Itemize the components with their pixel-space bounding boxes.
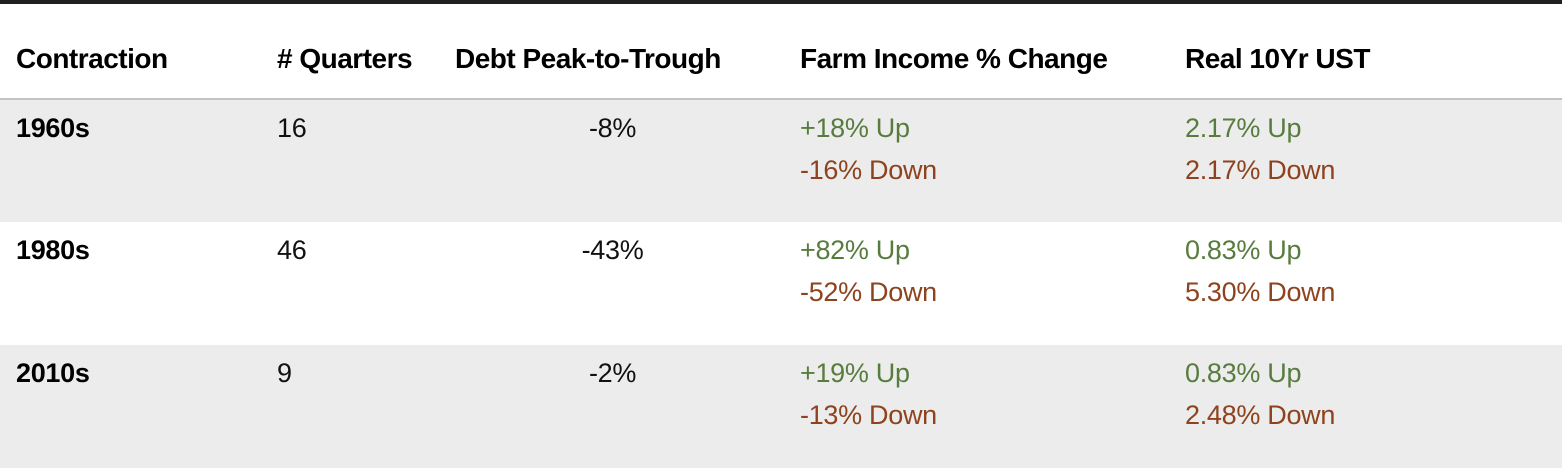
- farm-income-up-value: +19% Up: [800, 358, 910, 388]
- cell-real-10yr-ust: 2.17% Up 2.17% Down: [1185, 99, 1562, 222]
- cell-real-10yr-ust: 0.83% Up 2.48% Down: [1185, 345, 1562, 468]
- column-header-quarters: # Quarters: [277, 2, 455, 100]
- table-row-2010s: 2010s 9 -2% +19% Up -13% Down 0.83% Up 2…: [0, 345, 1562, 468]
- table-header: Contraction # Quarters Debt Peak-to-Trou…: [0, 2, 1562, 100]
- table-row-1980s: 1980s 46 -43% +82% Up -52% Down 0.83% Up…: [0, 222, 1562, 345]
- ust-down-value: 2.17% Down: [1185, 155, 1336, 185]
- cell-farm-income-change: +18% Up -16% Down: [800, 99, 1185, 222]
- header-row: Contraction # Quarters Debt Peak-to-Trou…: [0, 2, 1562, 100]
- cell-contraction: 2010s: [16, 358, 90, 388]
- column-header-farm-income-change: Farm Income % Change: [800, 2, 1185, 100]
- cell-quarters: 9: [277, 358, 292, 388]
- cell-real-10yr-ust: 0.83% Up 5.30% Down: [1185, 222, 1562, 345]
- cell-contraction: 1980s: [16, 235, 90, 265]
- ust-down-value: 5.30% Down: [1185, 277, 1336, 307]
- farm-income-up-value: +82% Up: [800, 235, 910, 265]
- ust-up-value: 0.83% Up: [1185, 358, 1302, 388]
- ust-down-value: 2.48% Down: [1185, 400, 1336, 430]
- farm-income-down-value: -52% Down: [800, 277, 937, 307]
- column-header-real-10yr-ust: Real 10Yr UST: [1185, 2, 1562, 100]
- farm-income-up-value: +18% Up: [800, 113, 910, 143]
- column-header-debt-peak-to-trough: Debt Peak-to-Trough: [455, 2, 800, 100]
- cell-farm-income-change: +82% Up -52% Down: [800, 222, 1185, 345]
- cell-debt-peak-to-trough: -8%: [588, 113, 637, 143]
- cell-debt-peak-to-trough: -2%: [588, 358, 637, 388]
- ust-up-value: 0.83% Up: [1185, 235, 1302, 265]
- cell-farm-income-change: +19% Up -13% Down: [800, 345, 1185, 468]
- cell-quarters: 46: [277, 235, 307, 265]
- cell-contraction: 1960s: [16, 113, 90, 143]
- cell-quarters: 16: [277, 113, 307, 143]
- farm-income-down-value: -16% Down: [800, 155, 937, 185]
- table-body: 1960s 16 -8% +18% Up -16% Down 2.17% Up …: [0, 99, 1562, 468]
- table-row-1960s: 1960s 16 -8% +18% Up -16% Down 2.17% Up …: [0, 99, 1562, 222]
- farm-income-down-value: -13% Down: [800, 400, 937, 430]
- column-header-contraction: Contraction: [0, 2, 277, 100]
- cell-debt-peak-to-trough: -43%: [581, 235, 644, 265]
- ust-up-value: 2.17% Up: [1185, 113, 1302, 143]
